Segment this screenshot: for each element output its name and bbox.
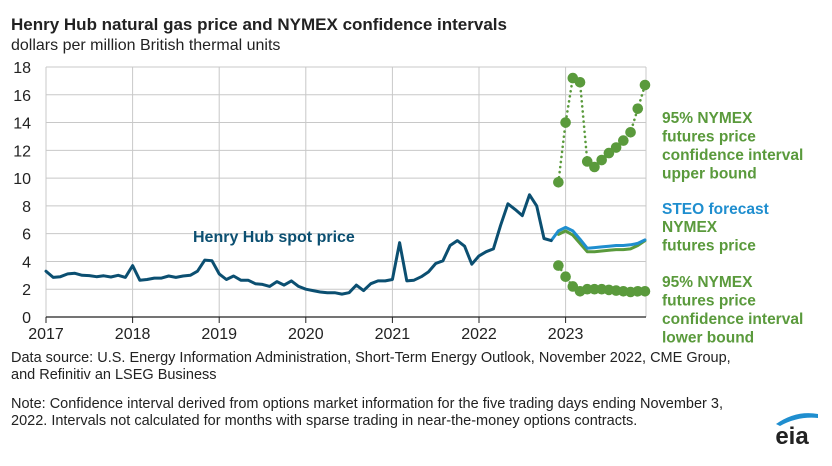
chart-area: 0 2 4 6 8 10 12 14 16 18 2017 2018 2019 2020 2021 2022 2… (13, 60, 803, 347)
lower-bound-label: lower bound (662, 330, 754, 347)
lower-bound-label: 95% NYMEX (662, 274, 753, 291)
y-tick-label: 10 (13, 171, 31, 188)
x-tick-label: 2022 (461, 326, 497, 343)
lower-bound-marker (560, 271, 571, 283)
upper-bound-marker (632, 103, 644, 114)
data-source-note: Data source: U.S. Energy Information Adm… (11, 350, 731, 383)
steo-forecast-label: STEO forecast (662, 201, 769, 218)
upper-bound-marker (553, 176, 564, 188)
series (44, 72, 651, 298)
upper-bound-label: 95% NYMEX (662, 110, 753, 127)
lower-bound-marker (639, 286, 651, 297)
y-tick-label: 4 (22, 254, 31, 271)
eia-logo: eia (775, 413, 818, 446)
y-tick-label: 12 (13, 143, 31, 160)
eia-logo-text: eia (775, 423, 809, 446)
eia-logo-arc (776, 413, 818, 426)
upper-bound-marker (596, 154, 607, 166)
upper-bound-label: upper bound (662, 166, 757, 183)
upper-bound-marker (603, 147, 615, 159)
steo-forecast-line (549, 225, 647, 250)
x-tick-label: 2020 (288, 326, 324, 343)
upper-bound-marker (589, 161, 600, 173)
axes: 0 2 4 6 8 10 12 14 16 18 2017 2018 2019 2020 2021 2022 2… (13, 60, 646, 343)
nymex-futures-label: futures price (662, 238, 756, 255)
spot-price-label: Henry Hub spot price (193, 229, 355, 246)
y-tick-label: 0 (22, 310, 31, 327)
chart-subtitle: dollars per million British thermal unit… (11, 37, 281, 54)
chart-title: Henry Hub natural gas price and NYMEX co… (11, 15, 507, 34)
nymex-futures-line (556, 229, 647, 254)
gridlines (45, 66, 647, 317)
upper-bound-label: futures price (662, 129, 756, 146)
x-tick-label: 2017 (28, 326, 64, 343)
upper-bound-marker (625, 126, 636, 138)
y-tick-label: 8 (22, 199, 31, 216)
y-tick-label: 18 (13, 60, 31, 77)
upper-bound-label: confidence interval (662, 147, 803, 164)
spot-price-line (44, 193, 553, 296)
y-tick-label: 2 (22, 282, 31, 299)
x-tick-label: 2023 (548, 326, 584, 343)
nymex-futures-label: NYMEX (662, 219, 718, 236)
upper-bound-marker (639, 79, 651, 91)
upper-bound-marker (618, 135, 629, 146)
upper-bound-marker (560, 117, 571, 128)
upper-bound-marker (581, 156, 593, 167)
y-tick-label: 6 (22, 227, 31, 244)
lower-bound-label: confidence interval (662, 311, 803, 328)
annotations: Henry Hub spot price 95% NYMEX futures pri… (193, 110, 803, 347)
lower-bound-marker (553, 260, 564, 271)
x-tick-label: 2021 (375, 326, 411, 343)
y-tick-label: 14 (13, 116, 31, 133)
methodology-note: Note: Confidence interval derived from o… (11, 396, 723, 429)
upper-bound-marker (610, 142, 622, 153)
lower-bound-label: futures price (662, 293, 756, 310)
x-tick-label: 2018 (115, 326, 151, 343)
upper-bound-marker (574, 76, 586, 88)
y-tick-label: 16 (13, 88, 31, 105)
x-tick-label: 2019 (201, 326, 237, 343)
